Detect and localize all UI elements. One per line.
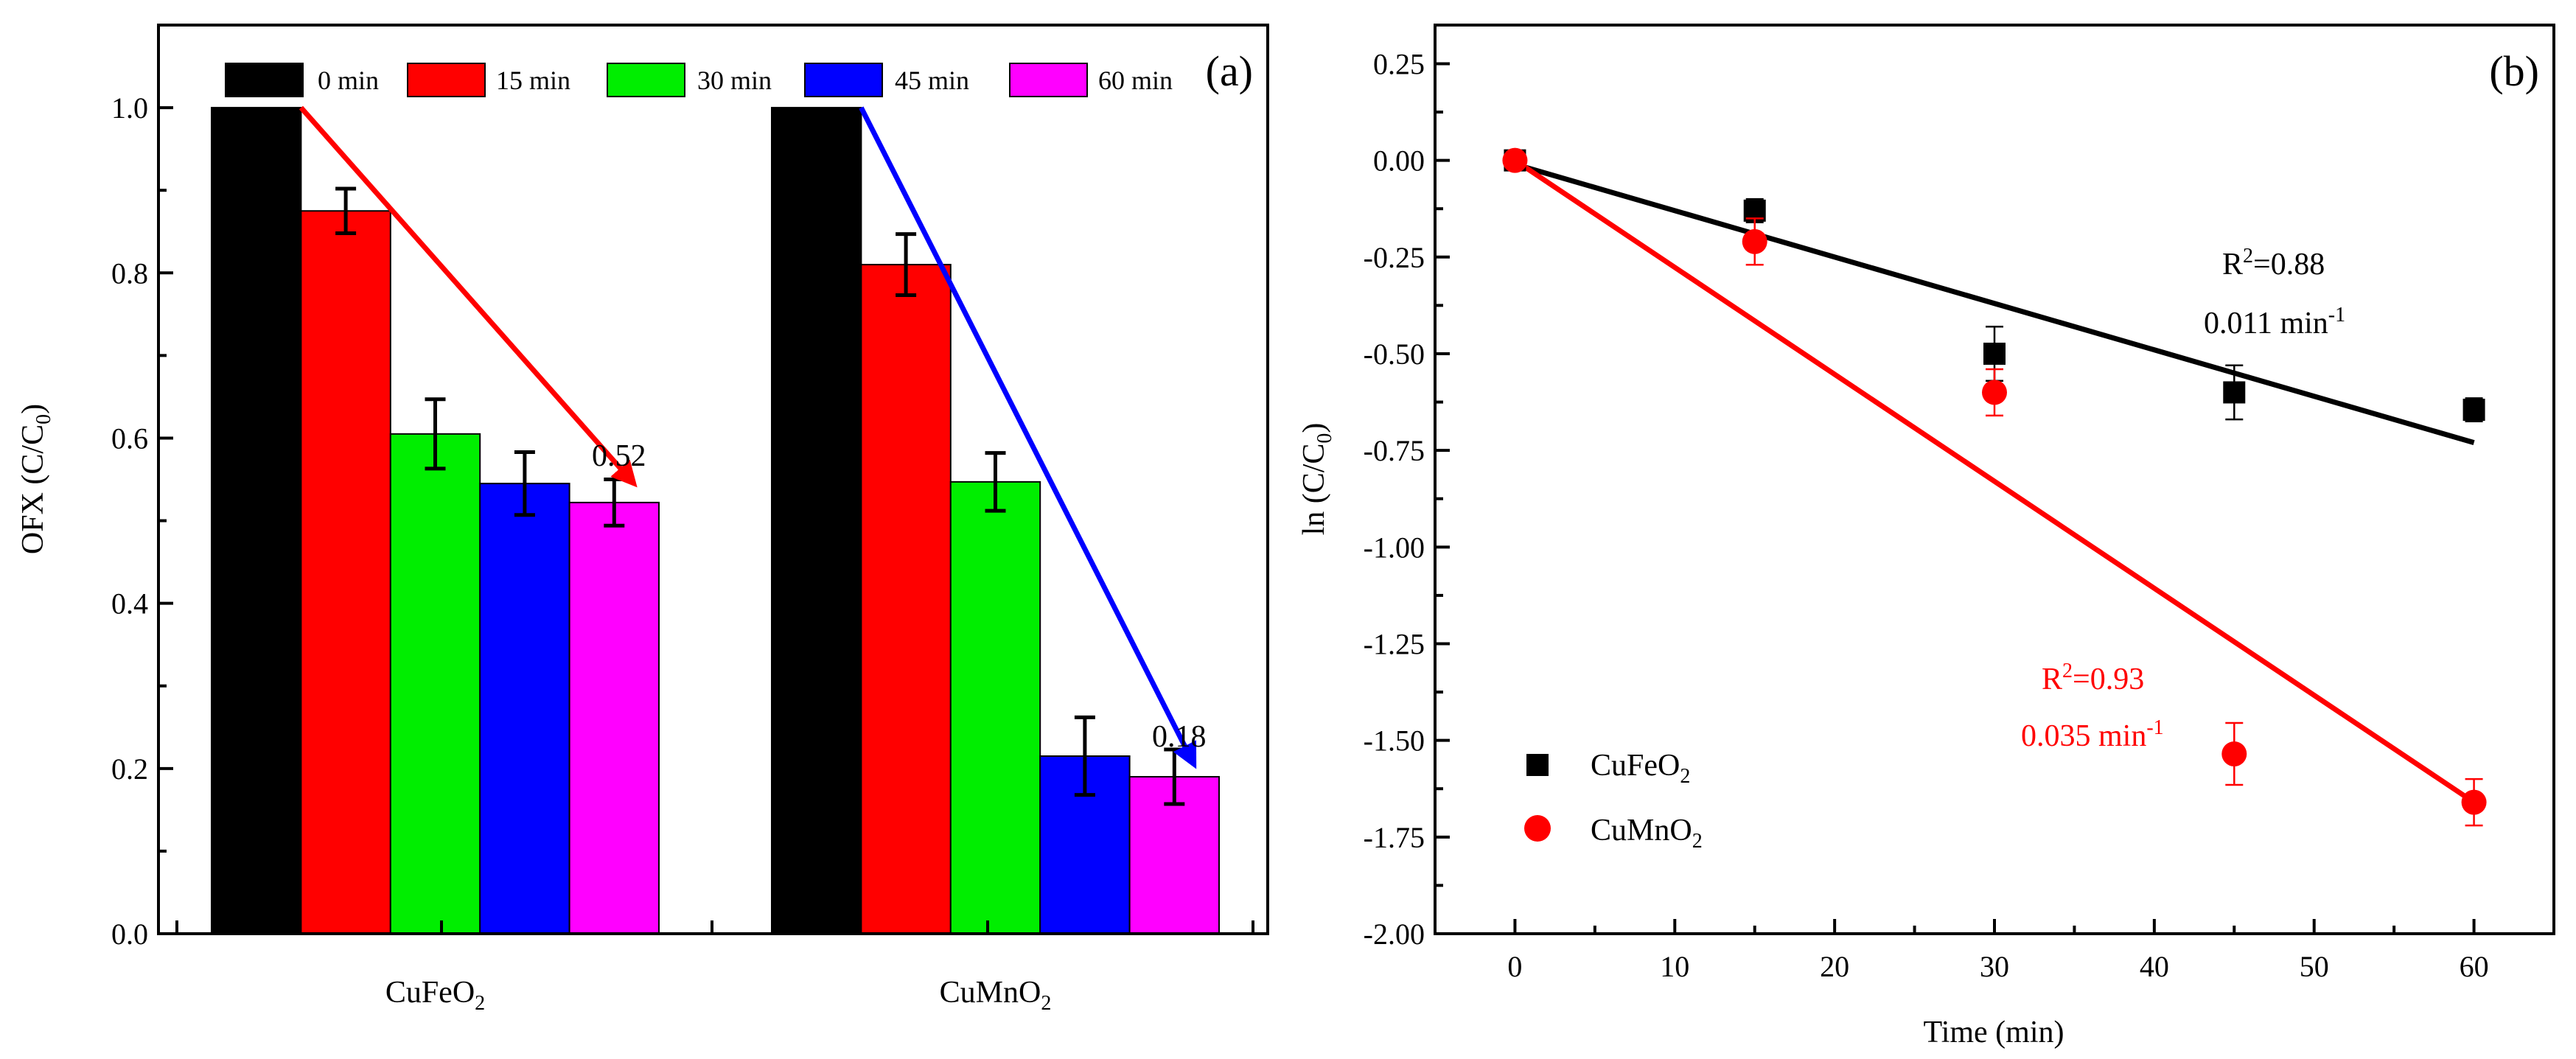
panel-a-bar-chart: 0.0 0.2 0.4 0.6 0.8 1.0 CuFeO2 CuMnO2 0.52 0.18… — [16, 24, 1269, 1015]
x-tick-label-0: 0 — [1507, 950, 1522, 983]
panel-b-x-label: Time (min) — [1924, 1016, 2064, 1049]
point-cufeo2-t60 — [2462, 397, 2485, 423]
legend-cufeo2-marker — [1526, 754, 1549, 776]
point-cufeo2-t45 — [2223, 364, 2246, 421]
legend-swatch-30-min — [607, 63, 685, 97]
legend-label-60-min: 60 min — [1098, 66, 1173, 95]
legend-label-15-min: 15 min — [496, 66, 570, 95]
panel-a-y-label: OFX (C/C0) — [16, 404, 55, 554]
x-tick-label-40: 40 — [2140, 950, 2169, 983]
legend-swatch-60-min — [1009, 63, 1088, 97]
y-tick-label-1-0: 1.0 — [111, 91, 148, 125]
legend-cufeo2-label: CuFeO2 — [1591, 749, 1690, 788]
panel-a-trend-arrows — [299, 105, 1197, 769]
value-annotation-0-52: 0.52 — [592, 439, 646, 473]
panel-b-y-axis: 0.25 0.00 -0.25 -0.50 -0.75 -1.00 -1.25 -1.50 -1… — [1364, 47, 1450, 951]
x-tick-label-10: 10 — [1660, 950, 1689, 983]
panel-a-legend: 0 min 15 min 30 min 45 min 60 min — [225, 63, 1173, 97]
legend-label-30-min: 30 min — [697, 66, 772, 95]
legend-label-0-min: 0 min — [318, 66, 379, 95]
y-tick-label-0-25: 0.25 — [1373, 47, 1425, 80]
panel-a-annotations: 0.52 0.18 — [592, 439, 1206, 754]
x-tick-label-60: 60 — [2460, 950, 2489, 983]
marker-circle — [1742, 228, 1767, 254]
bar-cumno2-30-min — [949, 480, 1041, 934]
value-annotation-0-18: 0.18 — [1152, 720, 1207, 754]
x-tick-label-50: 50 — [2300, 950, 2329, 983]
bar-cumno2-15-min — [860, 264, 952, 934]
legend-label-45-min: 45 min — [895, 66, 969, 95]
trend-arrow-cufeo2 — [299, 105, 638, 488]
y-tick-label-0-75: -0.75 — [1364, 434, 1425, 467]
marker-square — [2462, 399, 2485, 422]
trend-arrow-cumno2 — [859, 106, 1197, 769]
y-tick-label-1-00: -1.00 — [1364, 531, 1425, 564]
panel-a-bars — [211, 107, 1220, 935]
x-category-cufeo2: CuFeO2 — [385, 976, 485, 1015]
y-tick-label-1-50: -1.50 — [1364, 724, 1425, 758]
error-bar-cumno2-30-min — [985, 451, 1006, 513]
panel-b-legend: CuFeO2 CuMnO2 — [1524, 749, 1703, 853]
x-tick-label-20: 20 — [1820, 950, 1849, 983]
legend-swatch-0-min — [225, 63, 304, 97]
bar-cufeo2-30-min — [389, 433, 481, 934]
marker-circle — [2461, 789, 2487, 815]
panel-a-error-bars — [335, 186, 1185, 806]
y-tick-label-1-75: -1.75 — [1364, 821, 1425, 854]
y-tick-label-0-2: 0.2 — [111, 752, 148, 786]
panel-b-scatter-chart: 0.25 0.00 -0.25 -0.50 -0.75 -1.00 -1.25 -1.50 -1… — [1297, 24, 2555, 1049]
point-cumno2-t0 — [1502, 147, 1528, 173]
marker-square — [2223, 381, 2246, 404]
point-cumno2-t60 — [2461, 777, 2487, 827]
y-tick-label-0-6: 0.6 — [111, 422, 148, 455]
bar-cufeo2-0-min — [211, 107, 302, 934]
y-tick-label-0-00: 0.00 — [1373, 144, 1425, 178]
error-bar-cumno2-45-min — [1074, 715, 1095, 797]
error-bar-cufeo2-45-min — [514, 450, 535, 517]
y-tick-label-0-4: 0.4 — [111, 587, 148, 621]
fit-line-cumno2 — [1513, 158, 2476, 805]
x-tick-label-30: 30 — [1980, 950, 2009, 983]
panel-a-x-axis: CuFeO2 CuMnO2 — [175, 920, 1254, 1015]
point-cumno2-t15 — [1742, 217, 1767, 266]
error-bar-cufeo2-15-min — [335, 186, 357, 235]
panel-a-y-axis: 0.0 0.2 0.4 0.6 0.8 1.0 — [111, 91, 173, 951]
cumno2-rate-annotation: 0.035 min-1 — [2021, 716, 2164, 753]
x-category-cumno2: CuMnO2 — [940, 976, 1052, 1015]
fit-line-cufeo2 — [1514, 161, 2475, 446]
panel-b-points — [1502, 147, 2487, 827]
bar-cufeo2-15-min — [300, 210, 391, 935]
point-cumno2-t30 — [1982, 368, 2007, 417]
y-tick-label-0-8: 0.8 — [111, 256, 148, 290]
panel-b-y-label: ln (C/C0) — [1297, 423, 1336, 536]
cufeo2-r2-annotation: R2=0.88 — [2222, 245, 2325, 282]
marker-circle — [1502, 147, 1528, 173]
y-tick-label-0-25: -0.25 — [1364, 241, 1425, 274]
y-tick-label-2-00: -2.00 — [1364, 918, 1425, 951]
cufeo2-rate-annotation: 0.011 min-1 — [2204, 304, 2345, 340]
marker-circle — [1982, 380, 2007, 405]
y-tick-label-1-25: -1.25 — [1364, 627, 1425, 660]
error-bar-cumno2-15-min — [896, 232, 917, 298]
point-cumno2-t45 — [2221, 721, 2247, 786]
bar-cufeo2-45-min — [479, 483, 570, 934]
legend-cumno2-label: CuMnO2 — [1591, 814, 1703, 853]
bar-cufeo2-60-min — [568, 501, 660, 934]
bar-cumno2-0-min — [771, 107, 862, 934]
panel-b-label: (b) — [2489, 47, 2539, 95]
marker-square — [1983, 342, 2006, 365]
marker-circle — [2221, 741, 2247, 767]
legend-cumno2-marker — [1524, 815, 1551, 842]
panel-b-fit-lines — [1513, 158, 2476, 805]
legend-swatch-15-min — [407, 63, 486, 97]
error-bar-cufeo2-30-min — [425, 397, 446, 471]
y-tick-label-0-0: 0.0 — [111, 918, 148, 951]
panel-b-x-axis: 0 10 20 30 40 50 60 — [1434, 919, 2555, 983]
panel-a-label: (a) — [1206, 47, 1253, 95]
cumno2-r2-annotation: R2=0.93 — [2042, 660, 2144, 696]
legend-swatch-45-min — [804, 63, 883, 97]
y-tick-label-0-50: -0.50 — [1364, 338, 1425, 371]
